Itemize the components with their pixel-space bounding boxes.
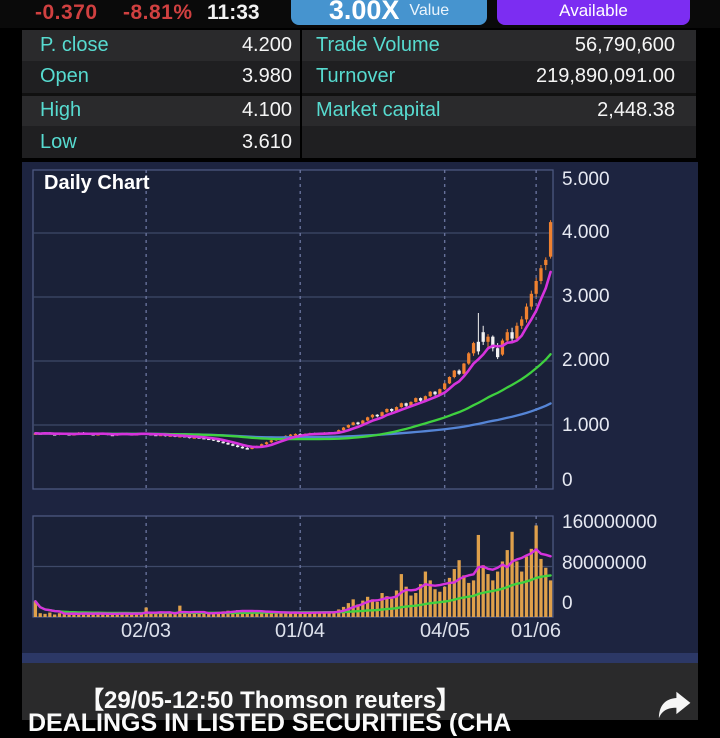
price-axis-label: 5.000 <box>562 169 610 190</box>
news-headline-2: DEALINGS IN LISTED SECURITIES (CHA <box>28 709 512 737</box>
volume-axis-label: 160000000 <box>562 512 658 533</box>
row-value: 3.980 <box>241 65 292 88</box>
table-row: Market capital 2,448.38 <box>302 95 696 127</box>
section-divider <box>22 653 698 663</box>
price-axis-label: 4.000 <box>562 222 610 243</box>
leverage-button[interactable]: 3.00X Value <box>291 0 487 25</box>
row-divider <box>302 92 696 96</box>
x-axis-label: 01/04 <box>274 620 326 642</box>
table-row: Trade Volume 56,790,600 <box>302 30 696 61</box>
news-bar[interactable]: 【29/05-12:50 Thomson reuters】 DEALINGS I… <box>22 663 698 737</box>
x-axis-label: 01/06 <box>510 620 562 642</box>
row-label: Trade Volume <box>316 33 440 56</box>
row-label: High <box>40 99 82 122</box>
volume-axis-label: 80000000 <box>562 553 647 574</box>
quote-time: 11:33 <box>207 1 260 24</box>
price-axis-label: 1.000 <box>562 415 610 436</box>
row-value: 56,790,600 <box>574 33 675 56</box>
row-value: 3.610 <box>241 130 292 153</box>
row-value: 4.200 <box>241 33 292 56</box>
price-change: -0.370 <box>35 1 98 24</box>
available-button[interactable]: Available <box>497 0 690 25</box>
price-axis-label: 3.000 <box>562 286 610 307</box>
table-row <box>302 126 696 159</box>
table-row: Open 3.980 <box>22 60 300 93</box>
share-icon[interactable] <box>658 691 692 719</box>
row-label: Turnover <box>316 65 396 88</box>
row-value: 219,890,091.00 <box>535 65 675 88</box>
row-value: 2,448.38 <box>597 99 675 122</box>
available-label: Available <box>559 1 628 20</box>
row-label: Market capital <box>316 99 441 122</box>
row-value: 4.100 <box>241 99 292 122</box>
leverage-value: 3.00X <box>328 0 400 25</box>
price-axis-label: 2.000 <box>562 350 610 371</box>
x-axis-label: 02/03 <box>120 620 172 642</box>
row-label: Open <box>40 65 89 88</box>
table-row: High 4.100 <box>22 95 300 127</box>
row-label: P. close <box>40 33 109 56</box>
table-row: Low 3.610 <box>22 126 300 159</box>
x-axis-label: 04/05 <box>419 620 471 642</box>
leverage-label: Value <box>409 2 450 19</box>
row-divider <box>22 92 300 96</box>
volume-axis-label: 0 <box>562 593 573 614</box>
price-change-percent: -8.81% <box>123 1 193 24</box>
chart-title: Daily Chart <box>44 172 150 194</box>
row-label: Low <box>40 130 77 153</box>
table-row: P. close 4.200 <box>22 30 300 61</box>
quote-table-left: P. close 4.200 Open 3.980 High 4.100 Low… <box>22 30 300 159</box>
top-bar: -0.370 -8.81% 11:33 3.00X Value Availabl… <box>0 0 720 28</box>
table-row: Turnover 219,890,091.00 <box>302 60 696 93</box>
price-axis-label: 0 <box>562 470 573 491</box>
quote-table-right: Trade Volume 56,790,600 Turnover 219,890… <box>302 30 696 159</box>
news-headline: 【29/05-12:50 Thomson reuters】 <box>80 687 461 714</box>
